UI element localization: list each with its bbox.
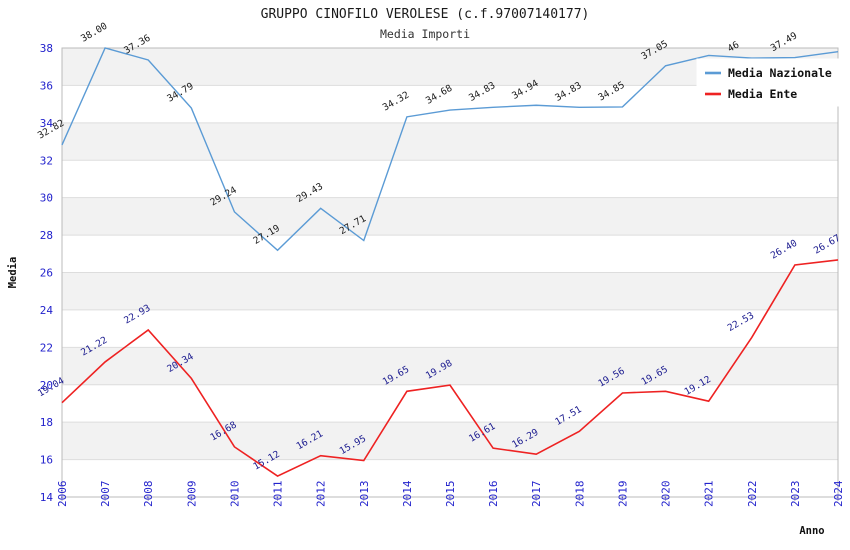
x-axis-label: Anno (799, 525, 824, 537)
x-tick-label: 2017 (530, 481, 543, 508)
y-tick-label: 32 (40, 154, 53, 167)
y-tick-label: 38 (40, 42, 53, 55)
y-tick-label: 26 (40, 267, 53, 280)
chart-legend[interactable]: Media Nazionale Media Ente (696, 58, 848, 107)
y-tick-label: 20 (40, 379, 53, 392)
plot-bands (62, 48, 838, 497)
x-tick-label: 2007 (99, 481, 112, 508)
x-tick-label: 2012 (315, 481, 328, 508)
y-axis-label: Media (7, 257, 19, 289)
series-line (61, 47, 839, 252)
y-tick-label: 16 (40, 454, 53, 467)
x-tick-label: 2011 (272, 481, 285, 508)
x-tick-label: 2006 (56, 481, 69, 508)
x-tick-label: 2018 (573, 481, 586, 508)
chart-title: GRUPPO CINOFILO VEROLESE (c.f.9700714017… (261, 7, 590, 22)
chart-subtitle: Media Importi (380, 27, 470, 41)
y-tick-label: 28 (40, 229, 53, 242)
data-series-group (61, 47, 839, 477)
series-line (61, 259, 839, 477)
y-tick-label: 18 (40, 416, 53, 429)
x-tick-label: 2014 (401, 480, 414, 507)
x-tick-label: 2009 (185, 481, 198, 508)
y-tick-label: 14 (40, 491, 54, 504)
y-tick-label: 36 (40, 79, 53, 92)
plot-gridlines (62, 47, 838, 498)
x-tick-label: 2020 (660, 481, 673, 508)
x-tick-label: 2019 (616, 481, 629, 508)
y-axis-ticks: 14 16 18 20 22 24 26 28 30 32 34 36 38 (40, 42, 54, 504)
x-tick-label: 2023 (789, 481, 802, 508)
legend-background (696, 58, 848, 107)
x-tick-label: 2024 (832, 480, 845, 507)
x-tick-label: 2013 (358, 481, 371, 508)
y-tick-label: 34 (40, 117, 54, 130)
x-tick-label: 2015 (444, 481, 457, 508)
y-tick-label: 30 (40, 192, 53, 205)
legend-label[interactable]: Media Nazionale (728, 66, 832, 80)
x-axis-ticks: 2006 2007 2008 2009 2010 2011 2012 2013 2014 2015… (56, 480, 845, 507)
y-tick-label: 24 (40, 304, 54, 317)
data-point-label: 46 (726, 39, 742, 54)
x-tick-label: 2022 (746, 481, 759, 508)
x-tick-label: 2016 (487, 481, 500, 508)
x-tick-label: 2021 (703, 481, 716, 508)
x-tick-label: 2010 (228, 481, 241, 508)
y-tick-label: 22 (40, 341, 53, 354)
legend-label[interactable]: Media Ente (728, 87, 797, 101)
x-tick-label: 2008 (142, 481, 155, 508)
